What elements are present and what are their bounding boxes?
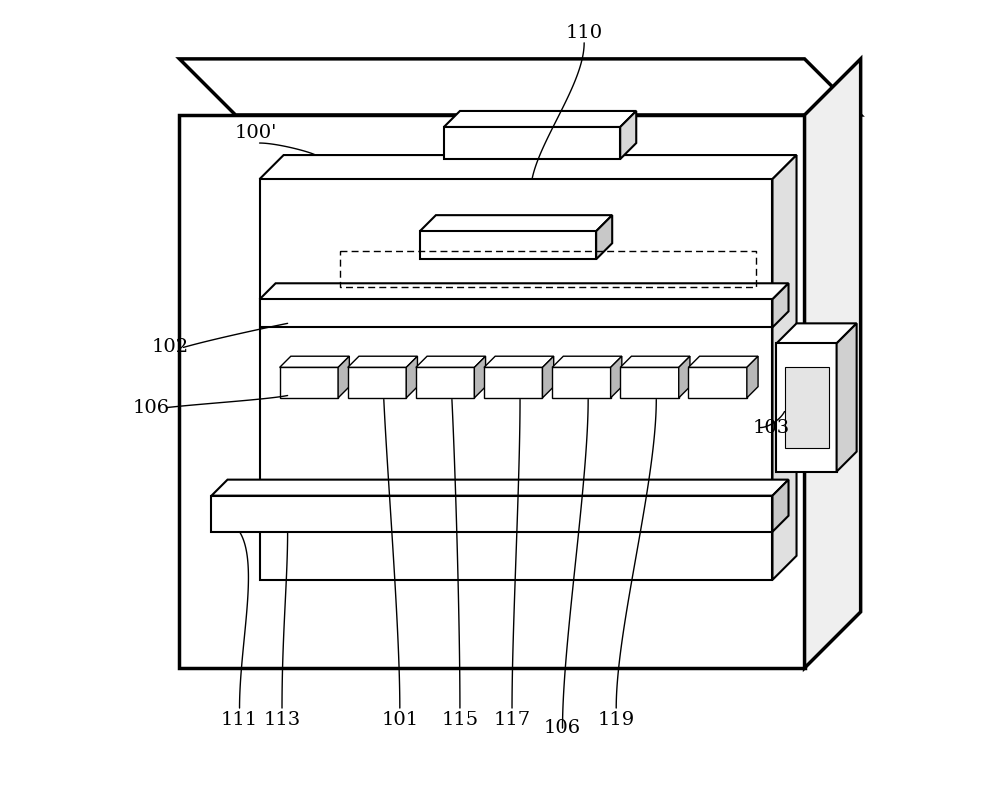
Polygon shape [776, 324, 857, 344]
Text: 113: 113 [263, 711, 301, 729]
Polygon shape [416, 367, 474, 398]
Polygon shape [280, 367, 338, 398]
Polygon shape [420, 215, 612, 231]
Polygon shape [420, 231, 596, 259]
Text: 103: 103 [752, 419, 790, 437]
Text: 110: 110 [566, 24, 603, 42]
Polygon shape [620, 367, 679, 398]
Polygon shape [611, 356, 622, 398]
Polygon shape [280, 356, 349, 367]
Polygon shape [406, 356, 417, 398]
Text: 102: 102 [151, 338, 188, 357]
Polygon shape [348, 356, 417, 367]
Polygon shape [688, 367, 747, 398]
Polygon shape [679, 356, 690, 398]
Polygon shape [338, 356, 349, 398]
Polygon shape [260, 179, 772, 579]
Polygon shape [785, 367, 829, 448]
Polygon shape [211, 479, 789, 495]
Text: 117: 117 [493, 711, 531, 729]
Polygon shape [444, 127, 620, 159]
Polygon shape [416, 356, 486, 367]
Polygon shape [552, 356, 622, 367]
Polygon shape [552, 367, 611, 398]
Text: 101: 101 [381, 711, 418, 729]
Polygon shape [179, 59, 861, 115]
Polygon shape [688, 356, 758, 367]
Text: 100': 100' [234, 124, 277, 142]
Polygon shape [747, 356, 758, 398]
Polygon shape [484, 356, 554, 367]
Polygon shape [179, 115, 805, 668]
Polygon shape [260, 283, 789, 299]
Polygon shape [772, 155, 797, 579]
Polygon shape [348, 367, 406, 398]
Text: 106: 106 [133, 399, 170, 416]
Polygon shape [620, 356, 690, 367]
Polygon shape [805, 59, 861, 668]
Polygon shape [484, 367, 542, 398]
Text: 119: 119 [598, 711, 635, 729]
Polygon shape [542, 356, 554, 398]
Polygon shape [772, 283, 789, 328]
Polygon shape [620, 111, 636, 159]
Polygon shape [596, 215, 612, 259]
Text: 106: 106 [544, 719, 581, 737]
Polygon shape [444, 111, 636, 127]
Polygon shape [260, 155, 797, 179]
Text: 111: 111 [221, 711, 258, 729]
Polygon shape [772, 479, 789, 532]
Polygon shape [776, 344, 837, 471]
Polygon shape [837, 324, 857, 471]
Text: 115: 115 [441, 711, 478, 729]
Polygon shape [260, 299, 772, 328]
Polygon shape [474, 356, 486, 398]
Polygon shape [211, 495, 772, 532]
